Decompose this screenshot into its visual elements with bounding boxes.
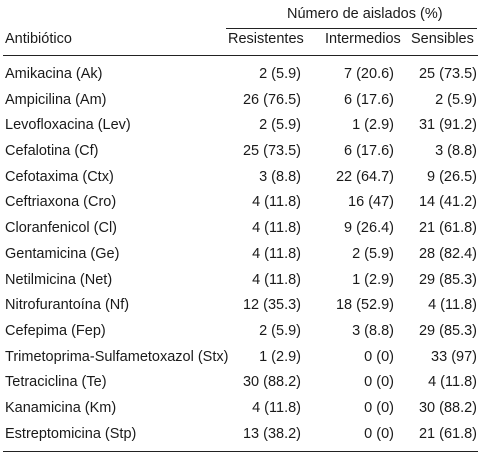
cell-antibiotic: Cefepima (Fep) bbox=[5, 322, 106, 339]
table-row: Cefalotina (Cf) 25 (73.5) 6 (17.6) 3 (8.8) bbox=[0, 141, 481, 167]
column-header-antibiotic: Antibiótico bbox=[5, 31, 72, 47]
cell-sensitive: 31 (91.2) bbox=[418, 117, 477, 134]
cell-intermediate: 2 (5.9) bbox=[352, 245, 394, 262]
table-row: Gentamicina (Ge) 4 (11.8) 2 (5.9) 28 (82.4) bbox=[0, 244, 481, 270]
cell-intermediate: 22 (64.7) bbox=[335, 168, 394, 185]
table-body: Amikacina (Ak) 2 (5.9) 7 (20.6) 25 (73.5) Am… bbox=[0, 64, 481, 449]
cell-resistant: 30 (88.2) bbox=[242, 374, 301, 391]
table-row: Ceftriaxona (Cro) 4 (11.8) 16 (47) 14 (41.2… bbox=[0, 192, 481, 218]
cell-intermediate: 1 (2.9) bbox=[352, 271, 394, 288]
cell-intermediate: 3 (8.8) bbox=[352, 322, 394, 339]
table-row: Tetraciclina (Te) 30 (88.2) 0 (0) 4 (11.8) bbox=[0, 372, 481, 398]
column-header-sensitive: Sensibles bbox=[411, 31, 474, 47]
group-header-rule bbox=[226, 28, 477, 29]
cell-resistant: 2 (5.9) bbox=[259, 117, 301, 134]
table-row: Netilmicina (Net) 4 (11.8) 1 (2.9) 29 (85.3… bbox=[0, 270, 481, 296]
cell-sensitive: 21 (61.8) bbox=[418, 425, 477, 442]
cell-sensitive: 29 (85.3) bbox=[418, 271, 477, 288]
cell-antibiotic: Cefalotina (Cf) bbox=[5, 143, 99, 160]
column-header-intermediate: Intermedios bbox=[325, 31, 401, 47]
cell-intermediate: 0 (0) bbox=[364, 425, 394, 442]
cell-resistant: 26 (76.5) bbox=[242, 91, 301, 108]
cell-resistant: 4 (11.8) bbox=[252, 271, 301, 288]
cell-antibiotic: Netilmicina (Net) bbox=[5, 271, 113, 288]
cell-intermediate: 6 (17.6) bbox=[344, 91, 394, 108]
group-header: Número de aislados (%) bbox=[287, 6, 443, 22]
cell-antibiotic: Ceftriaxona (Cro) bbox=[5, 194, 117, 211]
cell-antibiotic: Cefotaxima (Ctx) bbox=[5, 168, 114, 185]
cell-sensitive: 25 (73.5) bbox=[418, 66, 477, 82]
table-row: Levofloxacina (Lev) 2 (5.9) 1 (2.9) 31 (91.… bbox=[0, 115, 481, 141]
cell-antibiotic: Nitrofurantoína (Nf) bbox=[5, 297, 130, 314]
cell-antibiotic: Estreptomicina (Stp) bbox=[5, 425, 137, 442]
cell-sensitive: 28 (82.4) bbox=[418, 245, 477, 262]
cell-intermediate: 7 (20.6) bbox=[344, 66, 394, 82]
cell-antibiotic: Amikacina (Ak) bbox=[5, 66, 103, 82]
cell-antibiotic: Trimetoprima-Sulfametoxazol (Stx) bbox=[5, 348, 229, 365]
cell-antibiotic: Kanamicina (Km) bbox=[5, 399, 117, 416]
cell-sensitive: 30 (88.2) bbox=[418, 399, 477, 416]
table-row: Nitrofurantoína (Nf) 12 (35.3) 18 (52.9) 4 … bbox=[0, 295, 481, 321]
cell-antibiotic: Tetraciclina (Te) bbox=[5, 374, 107, 391]
cell-antibiotic: Ampicilina (Am) bbox=[5, 91, 107, 108]
cell-resistant: 25 (73.5) bbox=[242, 143, 301, 160]
cell-sensitive: 4 (11.8) bbox=[428, 297, 477, 314]
cell-intermediate: 9 (26.4) bbox=[344, 220, 394, 237]
cell-resistant: 4 (11.8) bbox=[252, 245, 301, 262]
cell-sensitive: 21 (61.8) bbox=[418, 220, 477, 237]
column-header-resistant: Resistentes bbox=[228, 31, 304, 47]
cell-antibiotic: Gentamicina (Ge) bbox=[5, 245, 120, 262]
cell-intermediate: 16 (47) bbox=[348, 194, 394, 211]
table-row: Cloranfenicol (Cl) 4 (11.8) 9 (26.4) 21 (61… bbox=[0, 218, 481, 244]
cell-resistant: 3 (8.8) bbox=[259, 168, 301, 185]
bottom-rule bbox=[3, 451, 478, 452]
cell-sensitive: 9 (26.5) bbox=[427, 168, 477, 185]
cell-sensitive: 3 (8.8) bbox=[435, 143, 477, 160]
cell-intermediate: 0 (0) bbox=[364, 348, 394, 365]
cell-resistant: 4 (11.8) bbox=[252, 220, 301, 237]
cell-antibiotic: Levofloxacina (Lev) bbox=[5, 117, 131, 134]
cell-sensitive: 4 (11.8) bbox=[428, 374, 477, 391]
table-row: Trimetoprima-Sulfametoxazol (Stx) 1 (2.9)… bbox=[0, 347, 481, 373]
table-row: Cefotaxima (Ctx) 3 (8.8) 22 (64.7) 9 (26.5) bbox=[0, 167, 481, 193]
header-rule bbox=[3, 55, 478, 56]
table-row: Cefepima (Fep) 2 (5.9) 3 (8.8) 29 (85.3) bbox=[0, 321, 481, 347]
cell-antibiotic: Cloranfenicol (Cl) bbox=[5, 220, 118, 237]
cell-resistant: 2 (5.9) bbox=[259, 66, 301, 82]
table-row: Kanamicina (Km) 4 (11.8) 0 (0) 30 (88.2) bbox=[0, 398, 481, 424]
cell-resistant: 2 (5.9) bbox=[259, 322, 301, 339]
cell-intermediate: 18 (52.9) bbox=[335, 297, 394, 314]
cell-sensitive: 2 (5.9) bbox=[435, 91, 477, 108]
table-row: Ampicilina (Am) 26 (76.5) 6 (17.6) 2 (5.9) bbox=[0, 90, 481, 116]
cell-resistant: 12 (35.3) bbox=[242, 297, 301, 314]
cell-resistant: 1 (2.9) bbox=[259, 348, 301, 365]
table-row: Amikacina (Ak) 2 (5.9) 7 (20.6) 25 (73.5) bbox=[0, 64, 481, 90]
cell-resistant: 4 (11.8) bbox=[252, 194, 301, 211]
column-header-row: Antibiótico Resistentes Intermedios Sens… bbox=[0, 31, 481, 53]
cell-resistant: 4 (11.8) bbox=[252, 399, 301, 416]
table-row: Estreptomicina (Stp) 13 (38.2) 0 (0) 21 (61… bbox=[0, 424, 481, 450]
cell-sensitive: 14 (41.2) bbox=[418, 194, 477, 211]
cell-resistant: 13 (38.2) bbox=[242, 425, 301, 442]
cell-intermediate: 0 (0) bbox=[364, 374, 394, 391]
cell-intermediate: 0 (0) bbox=[364, 399, 394, 416]
cell-intermediate: 1 (2.9) bbox=[352, 117, 394, 134]
cell-sensitive: 33 (97) bbox=[431, 348, 477, 365]
cell-intermediate: 6 (17.6) bbox=[344, 143, 394, 160]
cell-sensitive: 29 (85.3) bbox=[418, 322, 477, 339]
